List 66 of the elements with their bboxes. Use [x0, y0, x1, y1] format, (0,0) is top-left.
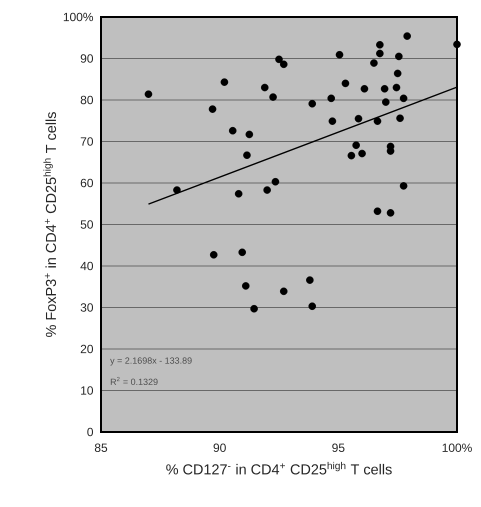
point: [263, 186, 271, 194]
point: [243, 151, 251, 159]
point: [370, 59, 378, 67]
x-axis-title: % CD127$^{-}$ in CD4$^{+}$ CD25$^{high}$ T cells: [166, 462, 392, 474]
x-tick-label: 95: [332, 444, 344, 452]
point: [280, 288, 288, 296]
point: [394, 70, 402, 78]
y-tick-label: 0: [87, 428, 94, 436]
point: [208, 105, 216, 113]
point: [327, 94, 335, 102]
point: [210, 251, 218, 259]
point: [234, 190, 242, 198]
point: [242, 282, 250, 290]
y-tick-label: 30: [80, 303, 94, 312]
point: [336, 50, 344, 59]
point: [358, 150, 366, 158]
y-tick-label: 100%: [64, 12, 94, 22]
point: [374, 117, 382, 125]
point: [395, 52, 403, 60]
point: [173, 186, 181, 194]
point: [382, 98, 390, 106]
point: [354, 114, 362, 122]
point: [328, 117, 336, 125]
y-tick-label: 70: [80, 137, 94, 146]
point: [260, 84, 269, 92]
y-tick-label: 50: [80, 220, 94, 229]
annotation: R$^{2}$ = 0.1329: [110, 376, 158, 385]
point: [376, 50, 384, 58]
y-tick-label: 40: [80, 262, 94, 270]
point: [400, 94, 408, 102]
y-tick-label: 90: [80, 54, 94, 63]
point: [228, 126, 237, 134]
point: [400, 182, 408, 190]
point: [374, 207, 382, 215]
point: [246, 130, 254, 138]
point: [342, 80, 350, 88]
y-tick-label: 10: [81, 386, 94, 395]
y-tick-label: 60: [80, 178, 94, 188]
point: [238, 248, 246, 256]
point: [380, 85, 388, 93]
point: [220, 78, 228, 86]
point: [308, 302, 316, 310]
point: [376, 41, 384, 49]
point: [144, 90, 152, 98]
point: [348, 152, 356, 160]
point: [308, 100, 316, 108]
x-tick-label: 90: [214, 444, 226, 452]
point: [306, 276, 314, 284]
point: [403, 32, 411, 40]
y-tick-label: 80: [80, 96, 94, 104]
point: [392, 84, 400, 92]
point: [352, 141, 360, 150]
point: [386, 209, 394, 217]
point: [275, 56, 283, 64]
point: [280, 60, 288, 68]
x-tick-label: 100%: [442, 444, 472, 452]
point: [269, 93, 277, 101]
point: [396, 114, 404, 122]
point: [272, 178, 280, 186]
point: [360, 85, 368, 93]
point: [453, 40, 461, 48]
y-tick-label: 20: [80, 344, 94, 354]
point: [250, 304, 258, 313]
x-tick-label: 85: [94, 444, 108, 452]
y-axis-title: % FoxP3$^{+}$ in CD4$^{+}$ CD25$^{high}$ T cells: [43, 112, 56, 337]
annotation: y = 2.1698x - 133.89: [110, 357, 192, 366]
